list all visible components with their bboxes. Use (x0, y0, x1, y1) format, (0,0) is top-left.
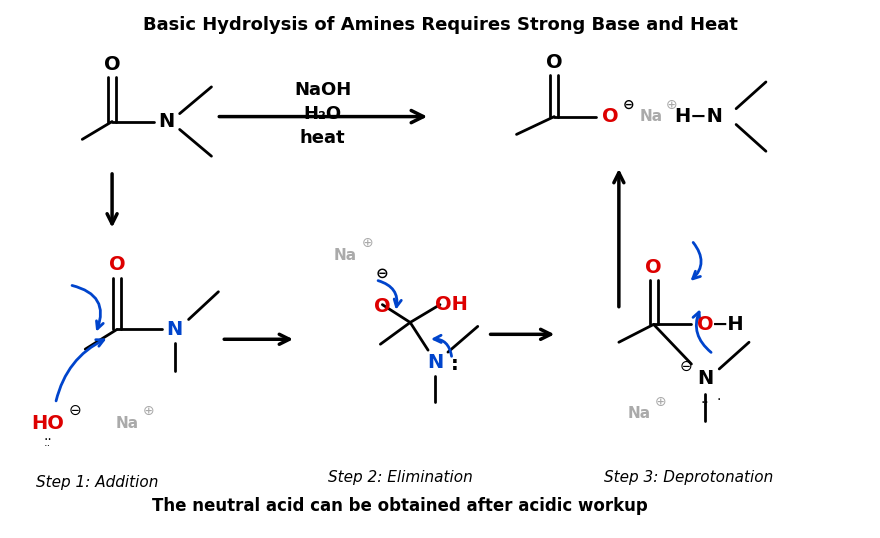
Text: H₂O: H₂O (304, 104, 341, 123)
Text: O: O (109, 254, 125, 273)
Text: NaOH: NaOH (294, 81, 351, 99)
Text: Step 1: Addition: Step 1: Addition (36, 475, 158, 490)
Text: ..: .. (701, 392, 709, 406)
Text: ⊕: ⊕ (655, 394, 666, 409)
Text: heat: heat (300, 129, 346, 147)
Text: N: N (697, 370, 714, 388)
Text: Na: Na (115, 416, 138, 431)
Text: H−N: H−N (674, 107, 722, 126)
Text: ⊕: ⊕ (143, 404, 155, 417)
Text: Na: Na (640, 109, 664, 124)
Text: ⊕: ⊕ (362, 236, 373, 250)
Text: Na: Na (627, 406, 650, 421)
Text: ⊖: ⊖ (376, 265, 389, 280)
Text: .: . (716, 388, 721, 402)
Text: The neutral acid can be obtained after acidic workup: The neutral acid can be obtained after a… (152, 497, 649, 514)
Text: −H: −H (712, 315, 744, 334)
Text: ..: .. (44, 438, 51, 448)
Text: Step 3: Deprotonation: Step 3: Deprotonation (604, 470, 773, 485)
Text: N: N (427, 352, 444, 372)
Text: O: O (645, 258, 662, 277)
Text: ⊕: ⊕ (665, 98, 678, 112)
Text: HO: HO (31, 414, 64, 433)
Text: O: O (546, 53, 562, 72)
Text: Step 2: Elimination: Step 2: Elimination (328, 470, 473, 485)
Text: ⊖: ⊖ (69, 403, 82, 418)
Text: :: : (451, 355, 458, 373)
Text: O: O (374, 297, 391, 316)
Text: ··: ·· (43, 433, 52, 447)
Text: Na: Na (334, 247, 357, 263)
Text: O: O (602, 107, 619, 126)
Text: O: O (697, 315, 714, 334)
Text: N: N (158, 112, 175, 131)
Text: ⊖: ⊖ (623, 98, 634, 112)
Text: Basic Hydrolysis of Amines Requires Strong Base and Heat: Basic Hydrolysis of Amines Requires Stro… (143, 16, 737, 33)
Text: OH: OH (436, 295, 468, 314)
Text: O: O (104, 55, 121, 74)
Text: N: N (166, 320, 183, 339)
Text: ⊖: ⊖ (680, 358, 693, 373)
